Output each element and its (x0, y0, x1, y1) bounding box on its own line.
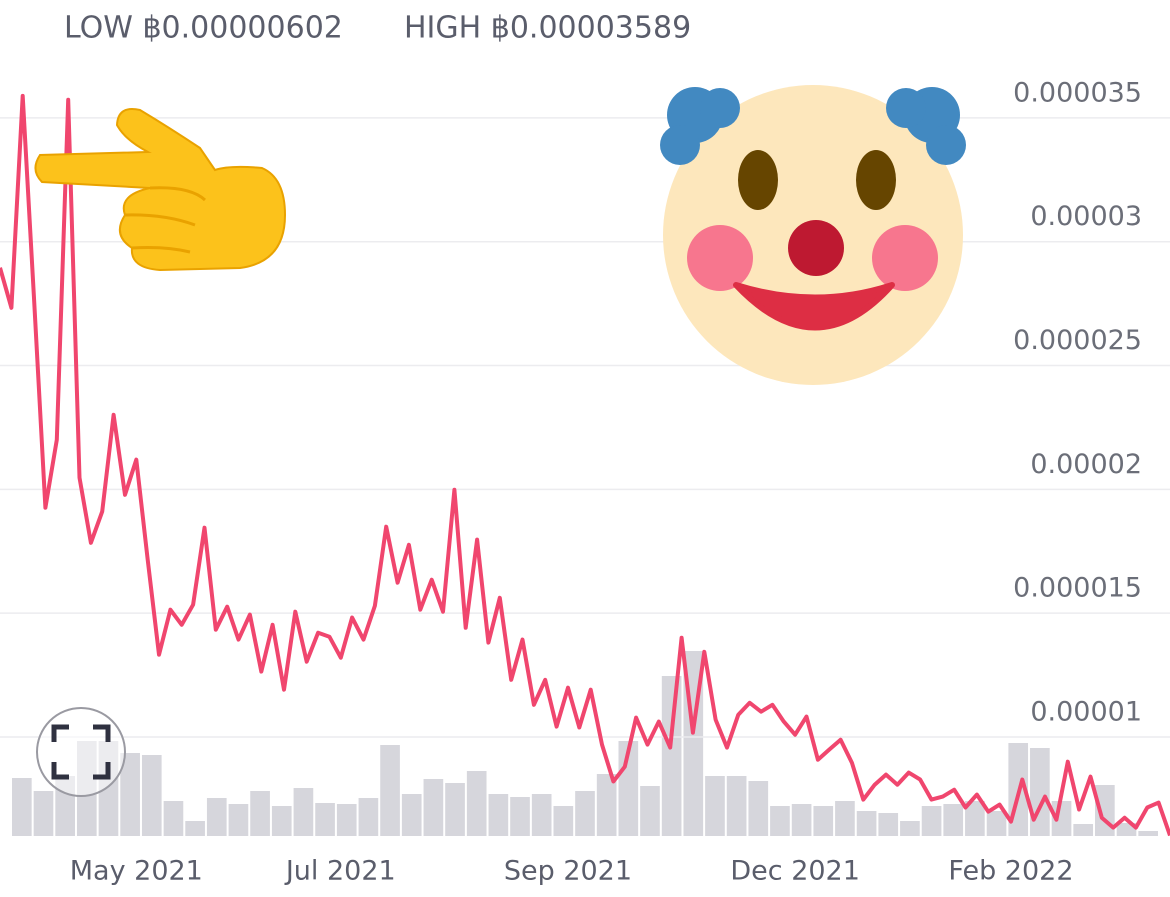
volume-bar (965, 801, 985, 836)
volume-bar (488, 794, 509, 836)
volume-bar (986, 811, 1007, 836)
volume-bar (705, 776, 725, 836)
pointing-hand-emoji (34, 108, 287, 272)
volume-bar (640, 786, 660, 836)
price-line (0, 93, 1170, 837)
volume-bar (466, 771, 487, 836)
y-tick-label: 0.000015 (1013, 573, 1142, 604)
volume-bar (423, 779, 444, 836)
x-tick-label: Dec 2021 (730, 856, 860, 887)
volume-bar (336, 804, 357, 836)
y-tick-label: 0.00003 (1030, 201, 1142, 232)
volume-bar (250, 791, 270, 836)
volume-bar (315, 803, 335, 836)
volume-bar (271, 806, 292, 836)
x-tick-label: Sep 2021 (504, 856, 632, 887)
volume-bar (206, 798, 227, 836)
volume-bar (185, 821, 205, 836)
volume-bar (358, 798, 379, 836)
volume-bar (1030, 748, 1050, 836)
volume-bar (596, 774, 617, 836)
volume-bar (401, 794, 422, 836)
x-tick-label: Jul 2021 (284, 856, 396, 887)
volume-bar (141, 755, 162, 836)
volume-bar (748, 781, 769, 836)
high-label: HIGH ฿0.00003589 (404, 11, 691, 46)
volume-bar (553, 806, 574, 836)
volume-bar (120, 753, 140, 836)
y-tick-label: 0.000035 (1013, 77, 1142, 108)
x-tick-label: Feb 2022 (948, 856, 1073, 887)
grid (0, 117, 1170, 738)
volume-bar (921, 806, 942, 836)
volume-bar (1073, 824, 1094, 836)
volume-bar (1138, 831, 1158, 836)
volume-bar (510, 797, 530, 836)
low-label: LOW ฿0.00000602 (64, 11, 343, 46)
y-tick-label: 0.000025 (1013, 325, 1142, 356)
volume-bar (878, 813, 899, 836)
volume-bar (943, 804, 964, 836)
volume-bar (791, 804, 812, 836)
volume-bar (575, 791, 595, 836)
x-tick-label: May 2021 (70, 856, 203, 887)
volume-bar (770, 806, 790, 836)
volume-bar (856, 811, 877, 836)
volume-bar (33, 791, 54, 836)
volume-bar (12, 778, 32, 836)
volume-bar (900, 821, 920, 836)
volume-bar (163, 801, 184, 836)
volume-bar (293, 788, 314, 836)
y-tick-label: 0.00001 (1030, 696, 1142, 727)
volume-bar (228, 804, 249, 836)
volume-bar (661, 676, 682, 836)
volume-bar (835, 801, 855, 836)
volume-bar (445, 783, 465, 836)
y-tick-label: 0.00002 (1030, 449, 1142, 480)
volume-bar (531, 794, 552, 836)
volume-bar (726, 776, 747, 836)
clown-emoji (660, 85, 966, 385)
fullscreen-button[interactable] (36, 707, 126, 797)
volume-bar (380, 745, 400, 836)
price-line (0, 93, 1170, 837)
volume-bar (813, 806, 834, 836)
